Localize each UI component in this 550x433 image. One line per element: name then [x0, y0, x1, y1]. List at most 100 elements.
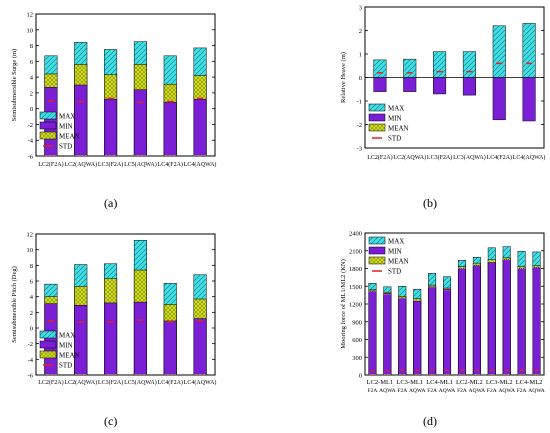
- bar-group: [462, 51, 476, 96]
- xtick-label: LC3(F2A): [98, 161, 123, 168]
- bar-group: [413, 288, 422, 376]
- bar-group: [517, 251, 526, 376]
- bar-group: [163, 283, 177, 376]
- xtick-sub-label: AQWA: [528, 388, 545, 394]
- bar-base: [134, 374, 147, 375]
- xtick-label: LC2(AQWA): [393, 154, 426, 161]
- bar-max: [403, 58, 417, 78]
- xtick-label: LC2(AQWA): [64, 379, 97, 386]
- xtick-label: LC4(F2A): [158, 379, 183, 386]
- legend-swatch: [368, 236, 386, 245]
- bar-base: [104, 155, 117, 156]
- ytick-label: 6: [30, 59, 34, 66]
- y-axis-label: Mooring force of ML1/ML2 (KN): [340, 259, 347, 349]
- xtick-sub-label: F2A: [427, 388, 437, 394]
- bar-group: [472, 257, 481, 376]
- ytick-label: -1: [357, 99, 362, 106]
- legend-label: STD: [59, 362, 72, 370]
- legend-label: MEAN: [59, 352, 80, 360]
- xtick-sub-label: F2A: [397, 388, 407, 394]
- legend-swatch: [368, 256, 386, 265]
- bar-group: [428, 272, 437, 376]
- ytick-label: 600: [352, 337, 362, 344]
- panel-label-c: (c): [104, 414, 118, 428]
- xtick-label: LC4(AQWA): [184, 161, 217, 168]
- legend-label: MAX: [59, 113, 75, 121]
- legend-label: MEAN: [388, 258, 409, 266]
- ytick-label: -3: [357, 146, 362, 153]
- bar-base: [163, 374, 177, 375]
- legend-label: MIN: [388, 115, 402, 123]
- bar-group: [403, 58, 417, 92]
- xtick-sub-label: F2A: [368, 388, 378, 394]
- bar-max: [522, 23, 536, 78]
- bar-base: [44, 374, 58, 375]
- bar-group: [433, 51, 447, 95]
- bar-min: [433, 77, 447, 95]
- ytick-label: 4: [30, 294, 34, 301]
- xtick-label: LC4(AQWA): [513, 154, 546, 161]
- xtick-label: LC3(F2A): [427, 154, 452, 161]
- bar-group: [133, 240, 147, 376]
- bar-min: [133, 89, 147, 157]
- ytick-label: -2: [357, 122, 362, 129]
- legend-label: STD: [388, 268, 401, 276]
- bar-min: [74, 84, 88, 157]
- xtick-group-label: LC3-ML2: [486, 379, 513, 386]
- bar-group: [522, 23, 536, 122]
- xtick-label: LC5(AQWA): [124, 161, 157, 168]
- xtick-label: LC3(AQWA): [453, 154, 486, 161]
- bar-group: [104, 263, 118, 376]
- bar-group: [44, 55, 58, 157]
- xtick-label: LC2(AQWA): [64, 161, 97, 168]
- bar-base: [532, 374, 541, 375]
- xtick-sub-label: F2A: [517, 388, 527, 394]
- bar-group: [373, 59, 387, 92]
- bar-min: [472, 265, 481, 376]
- bar-base: [473, 374, 481, 375]
- ytick-label: 3: [359, 5, 362, 12]
- legend-label: STD: [388, 135, 401, 143]
- ytick-label: -6: [28, 373, 34, 380]
- legend-label: MAX: [388, 238, 404, 246]
- bar-max: [433, 51, 447, 78]
- ytick-label: 2: [30, 90, 33, 97]
- y-axis-label: Semisubmersible Pitch (Deg): [11, 266, 18, 343]
- chart-c: -6 -4 -2 0 2 4 6 8 10 12 Semisubmersible Pitch (De…: [11, 232, 216, 387]
- bar-group: [398, 286, 407, 376]
- ytick-label: 10: [27, 27, 34, 34]
- legend-label: MIN: [59, 123, 73, 131]
- xtick-group-label: LC2-ML2: [456, 379, 483, 386]
- bar-min: [443, 288, 452, 376]
- bar-min: [532, 267, 541, 376]
- panel-label-d: (d): [423, 414, 437, 428]
- bar-base: [502, 374, 511, 375]
- ytick-label: 900: [352, 319, 362, 326]
- bar-min: [104, 302, 118, 376]
- bar-group: [133, 41, 147, 157]
- bar-max: [462, 51, 476, 78]
- legend: MAX MIN MEAN STD: [39, 111, 80, 151]
- legend-label: MAX: [59, 332, 75, 340]
- chart-d: 0 300 600 900 1200 1500 1800 2100 2400 Mooring fo…: [340, 231, 545, 395]
- ytick-label: -4: [28, 357, 34, 364]
- bar-base: [74, 374, 88, 375]
- bar-min: [133, 301, 147, 376]
- bar-max: [373, 59, 387, 78]
- xtick-label: LC4(AQWA): [184, 379, 217, 386]
- bar-min: [368, 290, 377, 376]
- bar-base: [193, 374, 207, 375]
- ytick-label: 0: [30, 326, 33, 333]
- ytick-label: 1200: [349, 302, 362, 309]
- bar-group: [74, 264, 88, 376]
- legend-swatch: [39, 340, 57, 349]
- xtick-sub-label: AQWA: [379, 388, 396, 394]
- bar-base: [193, 155, 207, 156]
- legend-label: MEAN: [59, 133, 80, 141]
- ytick-label: 0: [359, 373, 362, 380]
- ytick-label: -4: [28, 138, 34, 145]
- ytick-label: 2400: [349, 231, 362, 238]
- bar-min: [413, 300, 422, 376]
- bar-min: [74, 305, 88, 376]
- bar-group: [368, 283, 377, 376]
